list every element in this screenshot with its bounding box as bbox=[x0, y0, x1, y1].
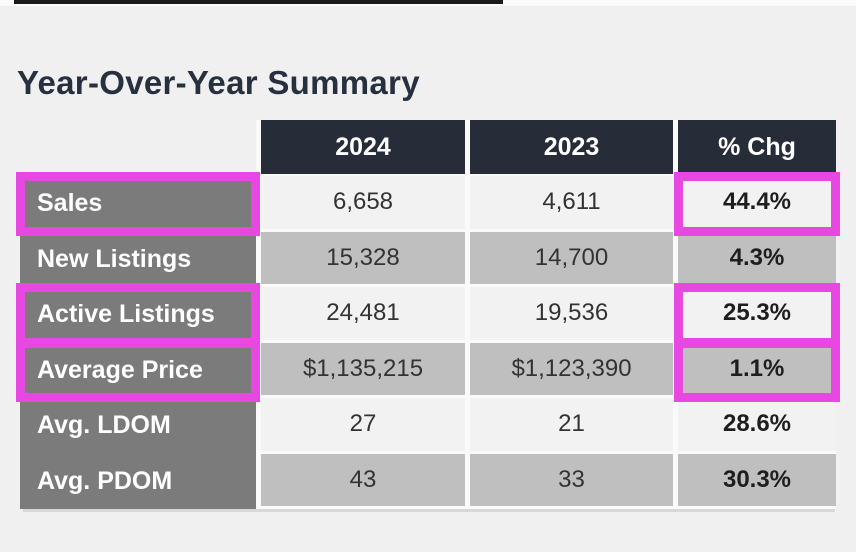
col-header-pct-chg: % Chg bbox=[678, 120, 836, 176]
cell-2024-active-listings: 24,481 bbox=[261, 287, 465, 343]
cell-2024-avg-pdom: 43 bbox=[261, 453, 465, 509]
top-border-line bbox=[14, 0, 503, 4]
cell-2024-average-price: $1,135,215 bbox=[261, 342, 465, 398]
row-label-average-price: Average Price bbox=[16, 338, 260, 402]
cell-pct-chg-avg-ldom: 28.6% bbox=[678, 398, 836, 454]
cell-2023-active-listings: 19,536 bbox=[470, 287, 673, 343]
table-bottom-shadow bbox=[23, 509, 835, 512]
cell-pct-chg-sales: 44.4% bbox=[674, 172, 840, 236]
cell-2023-avg-pdom: 33 bbox=[470, 453, 673, 509]
cell-pct-chg-average-price: 1.1% bbox=[674, 338, 840, 402]
col-header-2024: 2024 bbox=[261, 120, 465, 176]
cell-2023-average-price: $1,123,390 bbox=[470, 342, 673, 398]
cell-pct-chg-new-listings: 4.3% bbox=[678, 231, 836, 287]
cell-2023-new-listings: 14,700 bbox=[470, 231, 673, 287]
row-label-active-listings: Active Listings bbox=[16, 283, 260, 347]
cell-2024-avg-ldom: 27 bbox=[261, 398, 465, 454]
row-label-new-listings: New Listings bbox=[20, 231, 256, 287]
cell-2023-sales: 4,611 bbox=[470, 176, 673, 232]
row-label-avg-pdom: Avg. PDOM bbox=[20, 453, 256, 509]
cell-pct-chg-active-listings: 25.3% bbox=[674, 283, 840, 347]
row-label-sales: Sales bbox=[16, 172, 260, 236]
row-label-avg-ldom: Avg. LDOM bbox=[20, 398, 256, 454]
table-corner-blank bbox=[20, 120, 256, 176]
page-title: Year-Over-Year Summary bbox=[17, 64, 420, 102]
yoy-summary-table: 2024 2023 % Chg Sales 6,658 4,611 44.4% … bbox=[16, 120, 840, 509]
cell-2024-sales: 6,658 bbox=[261, 176, 465, 232]
col-header-2023: 2023 bbox=[470, 120, 673, 176]
cell-2024-new-listings: 15,328 bbox=[261, 231, 465, 287]
cell-2023-avg-ldom: 21 bbox=[470, 398, 673, 454]
cell-pct-chg-avg-pdom: 30.3% bbox=[678, 453, 836, 509]
